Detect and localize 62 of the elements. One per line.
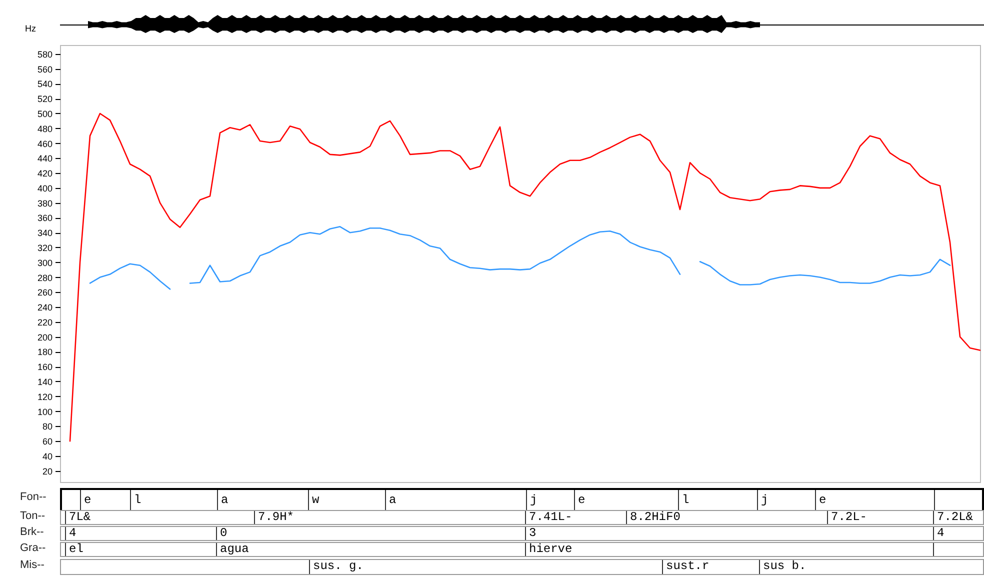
y-tick-label: 460 — [37, 138, 52, 149]
y-tick-label: 400 — [37, 183, 52, 194]
y-tick-label: 280 — [37, 272, 52, 283]
y-tick-label: 520 — [37, 94, 52, 104]
y-tick-label: 160 — [37, 362, 52, 372]
text: 7.2L& — [933, 510, 974, 524]
y-tick-label: 260 — [37, 288, 52, 298]
text: e — [574, 490, 586, 510]
text: 4 — [933, 526, 944, 540]
text: Mis-- — [20, 559, 44, 571]
y-tick-label: 560 — [37, 64, 52, 74]
text: j — [526, 490, 538, 510]
text: a — [217, 490, 228, 510]
y-tick-label: 480 — [37, 124, 52, 134]
text: agua — [216, 542, 249, 556]
text: a — [385, 490, 396, 510]
y-tick-label: 20 — [42, 466, 52, 476]
text: 7.2L- — [827, 510, 868, 524]
text: l — [130, 490, 142, 510]
y-axis-title: Hz — [25, 24, 36, 34]
y-tick-label: 440 — [37, 154, 52, 164]
text: 7.41L- — [525, 510, 572, 524]
y-tick-label: 180 — [37, 347, 52, 358]
y-tick-label: 40 — [42, 451, 52, 462]
text: w — [308, 490, 320, 510]
y-tick-label: 240 — [37, 302, 52, 313]
y-tick-label: 120 — [37, 392, 52, 402]
y-tick-label: 220 — [37, 317, 52, 328]
y-tick-label: 300 — [37, 258, 52, 268]
y-tick-label: 200 — [37, 332, 52, 342]
text: 8.2HiF0 — [626, 510, 680, 524]
y-tick-label: 580 — [37, 49, 52, 60]
text: Gra-- — [20, 542, 46, 554]
y-tick-label: 540 — [37, 79, 52, 90]
text: 3 — [525, 526, 536, 540]
y-tick-label: 340 — [37, 228, 52, 238]
text: 4 — [65, 526, 76, 540]
text: hierve — [525, 542, 572, 556]
text: e — [80, 490, 92, 510]
y-tick-label: 100 — [37, 406, 52, 417]
y-tick-label: 360 — [37, 213, 52, 224]
text: Ton-- — [20, 510, 46, 522]
text: 7.9H* — [254, 510, 294, 524]
text: j — [757, 490, 768, 510]
text: el — [65, 542, 84, 556]
y-tick-label: 500 — [37, 108, 52, 119]
text: Brk-- — [20, 526, 44, 538]
y-tick-label: 140 — [37, 376, 52, 387]
text: 0 — [216, 526, 228, 540]
y-tick-label: 380 — [37, 198, 52, 208]
y-tick-label: 80 — [42, 422, 52, 432]
line-series — [69, 112, 981, 442]
text: e — [815, 490, 826, 510]
text: Fon-- — [20, 491, 46, 503]
y-tick-label: 60 — [42, 436, 52, 447]
text: sus. g. — [309, 559, 364, 574]
y-tick-label: 320 — [37, 242, 52, 253]
text: l — [678, 490, 690, 510]
text: sus b. — [759, 559, 806, 574]
y-tick-label: 420 — [37, 168, 52, 179]
text: sust.r — [662, 559, 710, 574]
text: 7L& — [65, 510, 91, 524]
